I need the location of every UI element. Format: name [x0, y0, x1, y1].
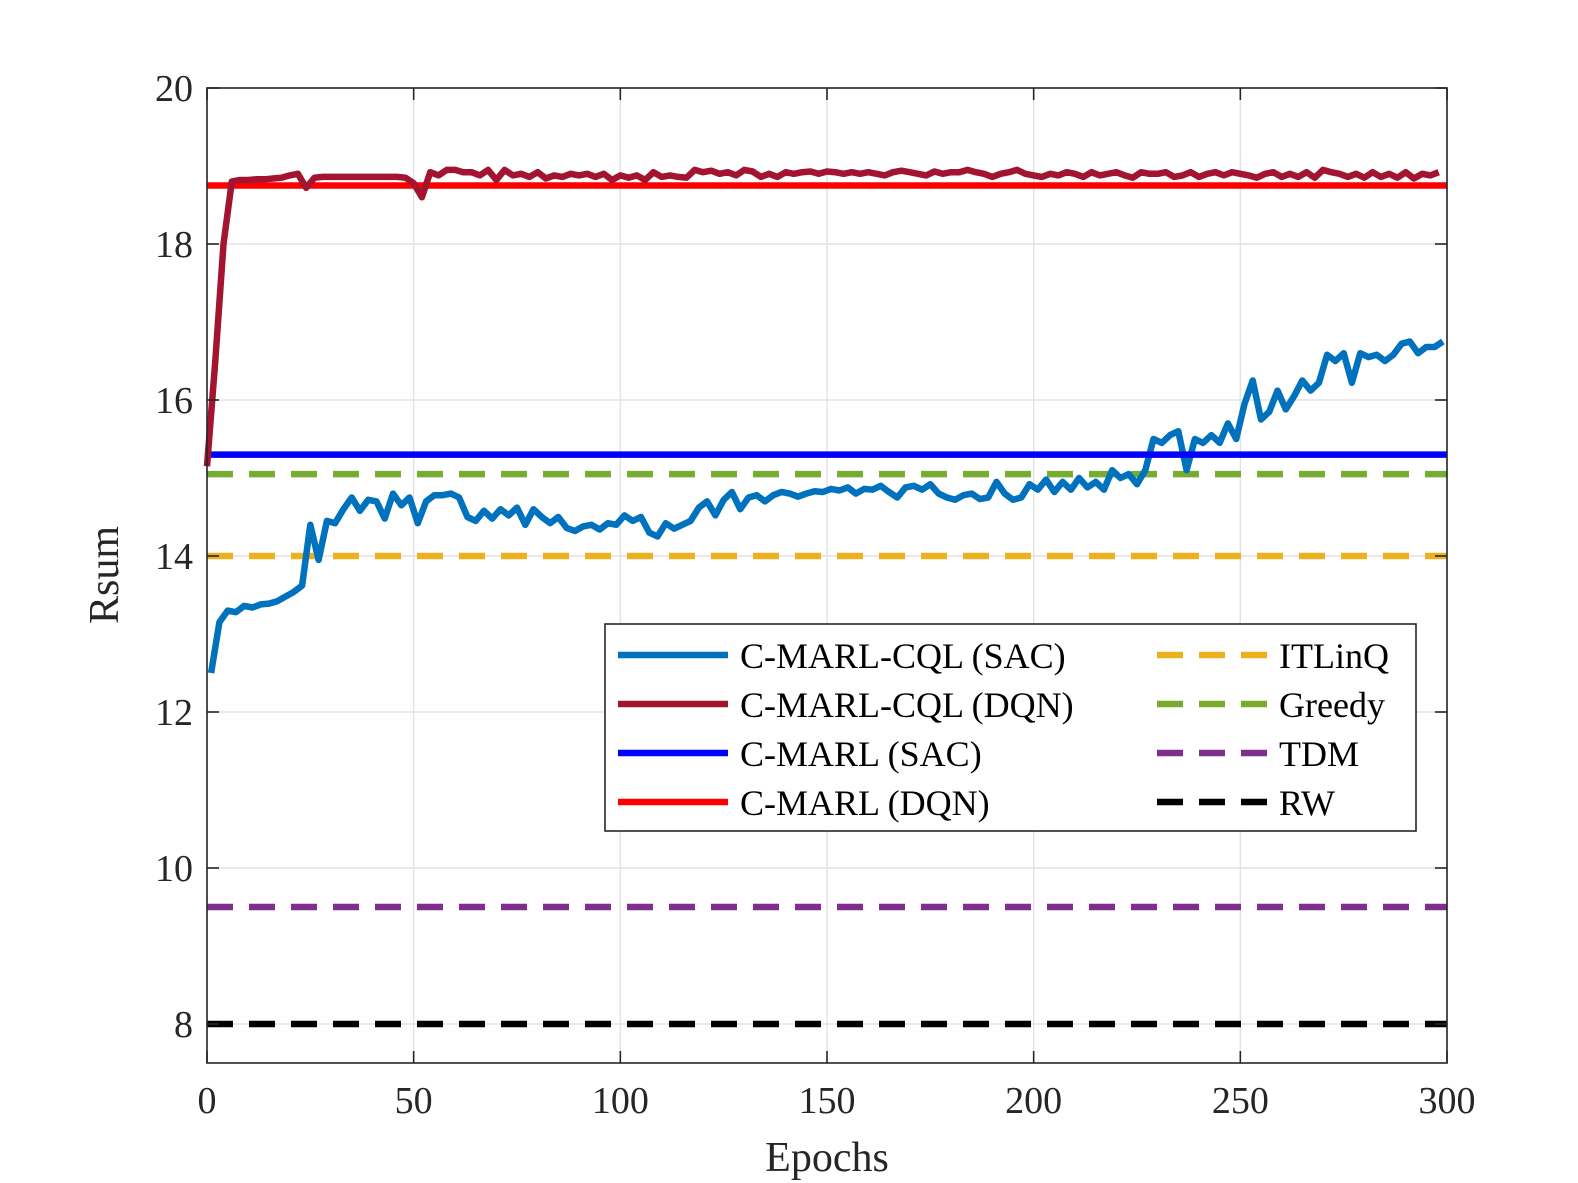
x-tick-label: 150: [799, 1080, 856, 1122]
y-tick-label: 20: [155, 68, 193, 110]
x-tick-label: 250: [1212, 1080, 1269, 1122]
legend-label: C-MARL-CQL (DQN): [740, 685, 1074, 725]
y-tick-label: 14: [155, 536, 193, 578]
x-tick-label: 300: [1419, 1080, 1476, 1122]
legend-label: RW: [1279, 783, 1335, 823]
y-tick-label: 16: [155, 380, 193, 422]
tick-labels: 0 50 100 150 200 250 300 8 10 12 14 16 18 20: [155, 68, 1476, 1122]
legend-label: Greedy: [1279, 685, 1385, 725]
legend-box: [604, 623, 1417, 832]
series-layer: [203, 166, 1447, 1028]
legend: C-MARL-CQL (SAC) C-MARL-CQL (DQN) C-MARL (…: [604, 623, 1417, 832]
series-line-c-marl-cql-sac: [207, 338, 1445, 674]
legend-label: C-MARL (SAC): [740, 734, 982, 774]
y-tick-label: 18: [155, 224, 193, 266]
y-axis-title: Rsum: [82, 526, 128, 624]
y-tick-label: 10: [155, 848, 193, 890]
legend-label: TDM: [1279, 734, 1359, 774]
x-tick-label: 200: [1005, 1080, 1062, 1122]
x-tick-label: 50: [395, 1080, 433, 1122]
x-axis-title: Epochs: [765, 1135, 889, 1181]
legend-label: C-MARL (DQN): [740, 783, 990, 823]
x-tick-label: 0: [198, 1080, 217, 1122]
x-tick-label: 100: [592, 1080, 649, 1122]
legend-label: ITLinQ: [1279, 636, 1389, 676]
ticks: [206, 87, 1448, 1063]
legend-label: C-MARL-CQL (SAC): [740, 636, 1066, 676]
y-tick-label: 8: [174, 1004, 193, 1046]
series-line-c-marl-cql-dqn: [203, 166, 1440, 467]
y-tick-label: 12: [155, 692, 193, 734]
